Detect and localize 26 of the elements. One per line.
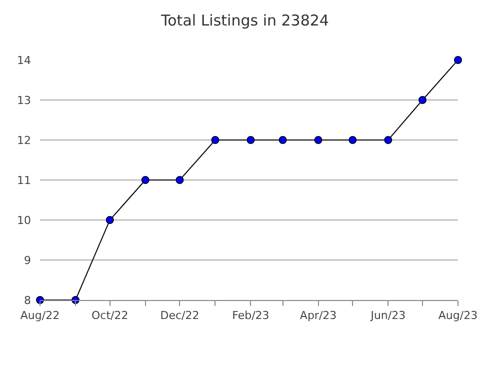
point [176, 176, 184, 184]
point [246, 136, 255, 144]
y-tick-label: 13 [17, 94, 31, 107]
chart-title: Total Listings in 23824 [160, 12, 329, 30]
y-tick-label: 14 [17, 54, 31, 67]
x-tick-label: Jun/23 [370, 309, 406, 322]
x-tick-label: Dec/22 [160, 309, 200, 322]
x-tick-label: Aug/22 [20, 309, 60, 322]
x-tick-label: Oct/22 [91, 309, 128, 322]
point [314, 136, 322, 144]
y-tick-label: 8 [24, 294, 31, 307]
point [348, 136, 357, 144]
point [418, 96, 426, 104]
y-tick-label: 9 [24, 254, 31, 267]
point [211, 136, 220, 144]
point [141, 176, 150, 184]
x-tick-label: Apr/23 [300, 309, 337, 322]
point [454, 56, 462, 64]
y-tick-label: 12 [17, 134, 31, 147]
point [384, 136, 392, 144]
point [106, 216, 114, 224]
y-tick-label: 10 [17, 214, 31, 227]
x-tick-label: Aug/23 [438, 309, 478, 322]
point [278, 136, 287, 144]
x-tick-label: Feb/23 [232, 309, 270, 322]
y-tick-label: 11 [17, 174, 31, 187]
